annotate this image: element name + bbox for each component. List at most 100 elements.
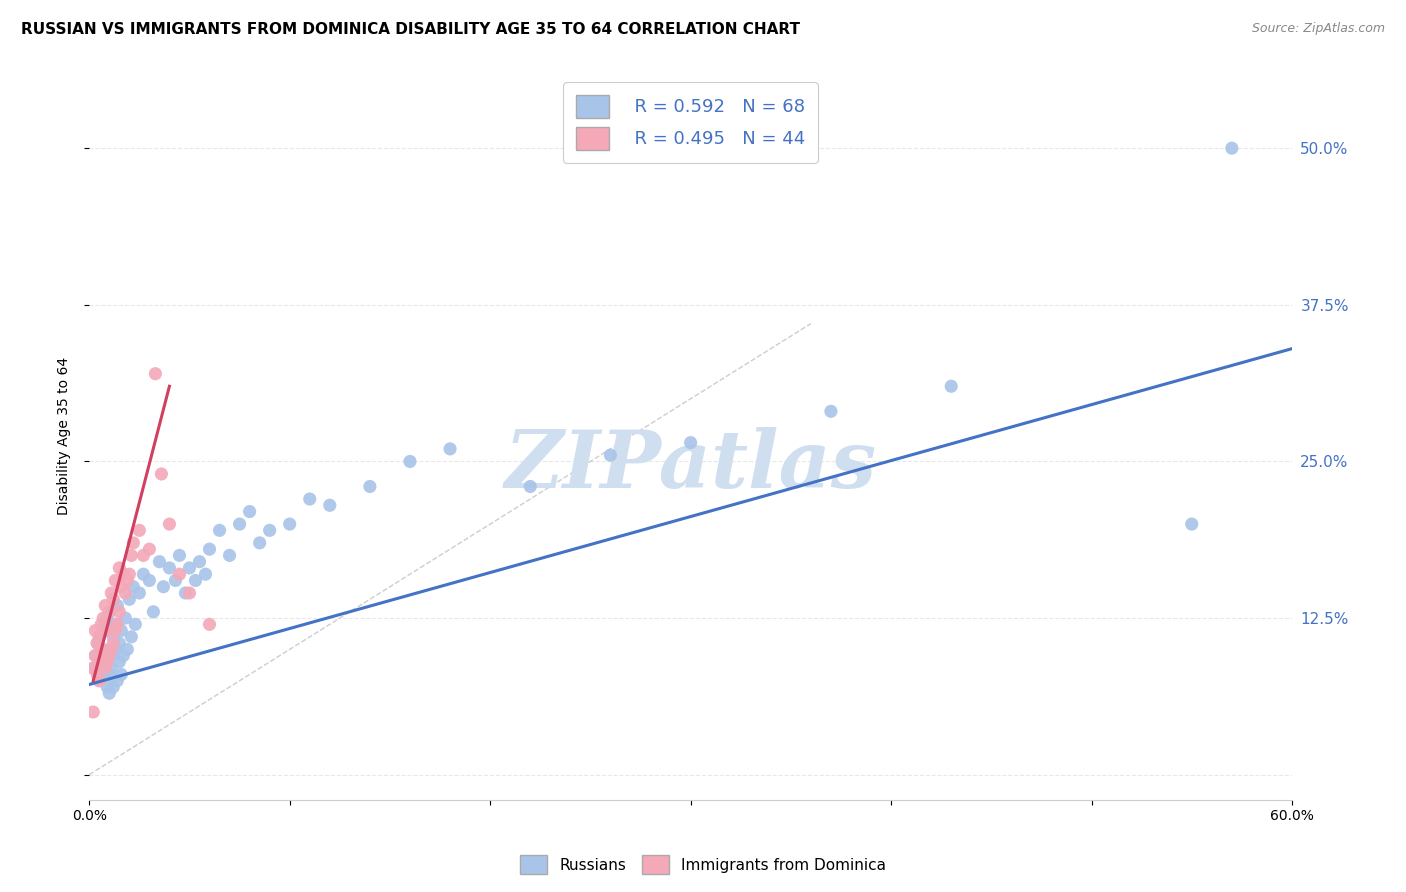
Point <box>228 517 250 532</box>
Point <box>100 586 122 600</box>
Point <box>100 648 122 663</box>
Point <box>142 605 165 619</box>
Point <box>169 549 191 563</box>
Point <box>124 617 146 632</box>
Point <box>122 580 145 594</box>
Point <box>82 705 104 719</box>
Text: Source: ZipAtlas.com: Source: ZipAtlas.com <box>1251 22 1385 36</box>
Point <box>91 624 114 638</box>
Point <box>198 617 221 632</box>
Point <box>91 648 114 663</box>
Point <box>118 567 141 582</box>
Point <box>90 655 112 669</box>
Point <box>110 624 132 638</box>
Point <box>98 686 121 700</box>
Point <box>103 636 125 650</box>
Point <box>96 655 118 669</box>
Point <box>98 605 121 619</box>
Point <box>82 661 104 675</box>
Text: RUSSIAN VS IMMIGRANTS FROM DOMINICA DISABILITY AGE 35 TO 64 CORRELATION CHART: RUSSIAN VS IMMIGRANTS FROM DOMINICA DISA… <box>21 22 800 37</box>
Point <box>148 555 170 569</box>
Point <box>118 592 141 607</box>
Point <box>90 642 112 657</box>
Point <box>89 630 111 644</box>
Point <box>84 648 107 663</box>
Point <box>184 574 207 588</box>
Point <box>105 599 128 613</box>
Point <box>179 561 201 575</box>
Point <box>120 630 142 644</box>
Point <box>152 580 174 594</box>
Point <box>259 524 281 538</box>
Point <box>820 404 842 418</box>
Legend: Russians, Immigrants from Dominica: Russians, Immigrants from Dominica <box>513 849 893 880</box>
Point <box>112 567 135 582</box>
Legend:   R = 0.592   N = 68,   R = 0.495   N = 44: R = 0.592 N = 68, R = 0.495 N = 44 <box>564 82 818 162</box>
Point <box>319 498 342 512</box>
Point <box>169 567 191 582</box>
Point <box>208 524 231 538</box>
Point <box>96 624 118 638</box>
Point <box>359 479 381 493</box>
Point <box>117 574 139 588</box>
Point <box>104 617 127 632</box>
Point <box>84 648 107 663</box>
Point <box>91 611 114 625</box>
Point <box>179 586 201 600</box>
Point <box>679 435 702 450</box>
Point <box>132 549 155 563</box>
Point <box>110 667 132 681</box>
Point <box>89 655 111 669</box>
Point <box>298 491 321 506</box>
Point <box>439 442 461 456</box>
Point <box>1220 141 1243 155</box>
Point <box>188 555 211 569</box>
Point <box>104 624 127 638</box>
Point <box>117 642 139 657</box>
Text: ZIPatlas: ZIPatlas <box>505 426 877 504</box>
Point <box>100 661 122 675</box>
Point <box>114 611 136 625</box>
Point <box>84 624 107 638</box>
Point <box>104 642 127 657</box>
Point <box>94 617 117 632</box>
Point <box>239 504 262 518</box>
Point <box>89 673 111 688</box>
Point <box>98 605 121 619</box>
Point <box>90 617 112 632</box>
Point <box>174 586 197 600</box>
Point <box>98 667 121 681</box>
Point <box>94 661 117 675</box>
Point <box>103 680 125 694</box>
Point <box>132 567 155 582</box>
Point <box>96 611 118 625</box>
Point <box>86 636 108 650</box>
Point <box>108 655 131 669</box>
Point <box>157 517 180 532</box>
Point <box>218 549 240 563</box>
Y-axis label: Disability Age 35 to 64: Disability Age 35 to 64 <box>58 358 72 516</box>
Point <box>96 680 118 694</box>
Point <box>165 574 187 588</box>
Point <box>103 630 125 644</box>
Point <box>108 636 131 650</box>
Point <box>86 636 108 650</box>
Point <box>399 454 422 468</box>
Point <box>82 661 104 675</box>
Point <box>194 567 217 582</box>
Point <box>112 648 135 663</box>
Point <box>138 542 160 557</box>
Point <box>94 599 117 613</box>
Point <box>91 642 114 657</box>
Point <box>198 542 221 557</box>
Point <box>98 648 121 663</box>
Point <box>1181 517 1204 532</box>
Point <box>120 549 142 563</box>
Point <box>110 580 132 594</box>
Point <box>157 561 180 575</box>
Point <box>128 586 150 600</box>
Point <box>122 536 145 550</box>
Point <box>105 617 128 632</box>
Point <box>519 479 541 493</box>
Point <box>105 673 128 688</box>
